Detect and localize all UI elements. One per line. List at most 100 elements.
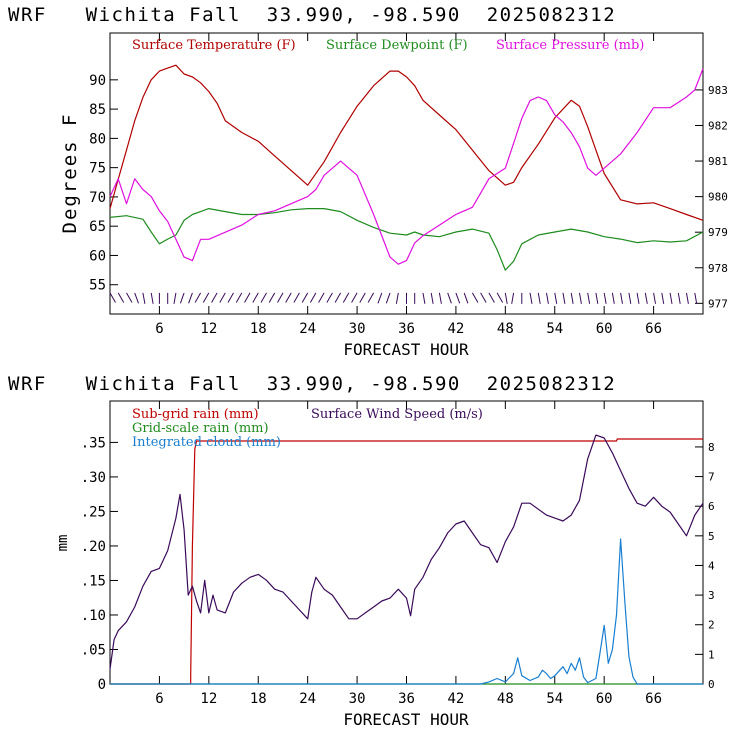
y2-tick-label: 980 xyxy=(708,191,728,204)
y2-tick-label: 7 xyxy=(708,471,715,484)
bottom-x-tick-labels: 6 12 18 24 30 36 42 48 54 60 66 xyxy=(155,691,662,707)
bottom-y-tick-labels: 0 .05 .10 .15 .20 .25 .30 .35 xyxy=(81,435,106,693)
legend-surface-pressure: Surface Pressure (mb) xyxy=(496,38,644,53)
wind-barb xyxy=(219,292,226,303)
x-tick-label: 18 xyxy=(250,691,267,707)
top-tick-marks xyxy=(110,33,703,314)
y-tick-label: .05 xyxy=(81,642,106,658)
wind-barb xyxy=(537,292,541,304)
legend-surface-dewpoint: Surface Dewpoint (F) xyxy=(326,38,468,53)
x-tick-label: 60 xyxy=(596,321,613,337)
y-tick-label: 90 xyxy=(89,73,106,89)
wind-barb xyxy=(430,292,434,304)
y-tick-label: 60 xyxy=(89,248,106,264)
y2-tick-label: 982 xyxy=(708,119,728,132)
y2-tick-label: 983 xyxy=(708,84,728,97)
wind-barb xyxy=(438,292,442,304)
y2-tick-label: 4 xyxy=(708,559,715,572)
wind-barb xyxy=(227,292,234,303)
y-tick-label: 70 xyxy=(89,190,106,206)
top-y2-tick-labels: 977 978 979 980 981 982 983 xyxy=(708,84,728,310)
series-line-surface-temperature xyxy=(109,64,704,221)
wind-barb xyxy=(194,292,202,303)
wind-barb xyxy=(447,292,452,304)
y-tick-label: 55 xyxy=(89,278,106,294)
y-tick-label: 80 xyxy=(89,131,106,147)
legend-integrated-cloud: Integrated cloud (mm) xyxy=(132,435,281,450)
x-tick-label: 66 xyxy=(645,321,662,337)
y-tick-label: .30 xyxy=(81,470,106,486)
wind-barb xyxy=(244,292,251,303)
wind-barb xyxy=(109,292,116,303)
x-tick-label: 36 xyxy=(398,321,415,337)
wind-barb xyxy=(179,292,185,304)
wind-barb xyxy=(628,292,632,304)
wind-barb xyxy=(367,292,375,303)
x-tick-label: 24 xyxy=(299,321,316,337)
wind-barb xyxy=(395,292,399,304)
x-tick-label: 42 xyxy=(447,691,464,707)
wind-barb xyxy=(293,292,300,303)
wind-barb xyxy=(342,292,350,303)
y-tick-label: .20 xyxy=(81,539,106,555)
top-y-axis-label: Degrees F xyxy=(59,113,81,234)
x-tick-label: 66 xyxy=(645,691,662,707)
wind-barb xyxy=(326,292,333,303)
series-line-surface-pressure xyxy=(109,68,704,265)
wind-barb xyxy=(334,292,342,303)
wind-barb xyxy=(686,292,689,304)
y-tick-label: .25 xyxy=(81,504,106,520)
bottom-series-lines xyxy=(109,434,704,685)
legend-subgrid-rain: Sub-grid rain (mm) xyxy=(132,407,259,422)
x-tick-label: 12 xyxy=(200,691,217,707)
wind-barb xyxy=(595,292,599,304)
bottom-panel-precip: WRF Wichita Fall 33.990, -98.590 2025082… xyxy=(8,373,715,729)
x-tick-label: 48 xyxy=(497,691,514,707)
y2-tick-label: 981 xyxy=(708,155,728,168)
wind-barb xyxy=(611,292,615,304)
y2-tick-label: 0 xyxy=(708,678,715,691)
wind-barb xyxy=(579,292,582,304)
y2-tick-label: 979 xyxy=(708,226,728,239)
x-tick-label: 6 xyxy=(155,691,163,707)
x-tick-label: 54 xyxy=(546,691,563,707)
wind-barb xyxy=(211,292,218,303)
wind-barb xyxy=(277,292,284,303)
wind-barb xyxy=(570,292,574,304)
wind-barb xyxy=(188,292,193,304)
wind-barb xyxy=(377,292,383,304)
bottom-x-axis-label: FORECAST HOUR xyxy=(343,710,469,729)
wind-barb xyxy=(309,292,317,303)
wind-barb xyxy=(252,292,259,303)
series-line-sub-grid-rain xyxy=(110,438,703,685)
wind-barb xyxy=(117,292,125,303)
x-tick-label: 24 xyxy=(299,691,316,707)
wind-barb xyxy=(677,292,681,304)
wind-barb xyxy=(562,292,566,304)
wind-barb xyxy=(422,292,426,304)
wind-barb xyxy=(620,292,623,304)
y2-tick-label: 2 xyxy=(708,619,715,632)
y-tick-label: .10 xyxy=(81,608,106,624)
y2-tick-label: 5 xyxy=(708,530,715,543)
x-tick-label: 48 xyxy=(497,321,514,337)
y-tick-label: 0 xyxy=(98,677,106,693)
y2-tick-label: 8 xyxy=(708,441,715,454)
top-x-axis-label: FORECAST HOUR xyxy=(343,340,469,359)
x-tick-label: 18 xyxy=(250,321,267,337)
series-line-surface-wind-speed xyxy=(109,434,704,670)
wind-barb xyxy=(134,292,139,304)
wind-barb xyxy=(661,292,665,304)
top-y-tick-labels: 55 60 65 70 75 80 85 90 xyxy=(89,73,106,294)
y-tick-label: .35 xyxy=(81,435,106,451)
wind-barb xyxy=(511,292,515,304)
wind-barb xyxy=(301,292,309,303)
bottom-panel-title: WRF Wichita Fall 33.990, -98.590 2025082… xyxy=(8,373,616,395)
series-line-integrated-cloud xyxy=(110,538,703,685)
top-x-tick-labels: 6 12 18 24 30 36 42 48 54 60 66 xyxy=(155,321,662,337)
top-panel-title: WRF Wichita Fall 33.990, -98.590 2025082… xyxy=(8,4,616,26)
x-tick-label: 54 xyxy=(546,321,563,337)
wind-barb xyxy=(126,292,133,303)
x-tick-label: 42 xyxy=(447,321,464,337)
x-tick-label: 30 xyxy=(349,321,366,337)
